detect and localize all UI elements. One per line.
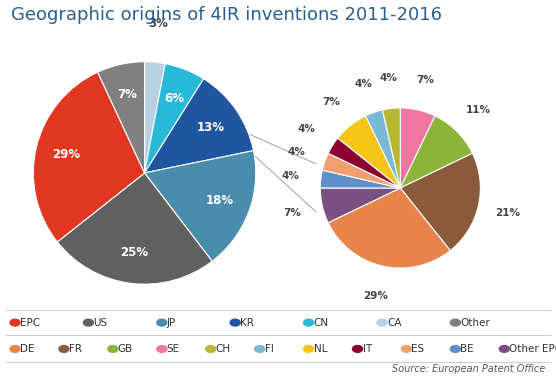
Text: CN: CN (314, 318, 329, 327)
Text: KR: KR (240, 318, 254, 327)
Wedge shape (337, 116, 400, 188)
Wedge shape (400, 116, 473, 188)
Wedge shape (145, 79, 254, 173)
Text: 4%: 4% (287, 147, 305, 156)
Text: 4%: 4% (281, 171, 300, 180)
Wedge shape (320, 170, 400, 188)
Text: JP: JP (167, 318, 176, 327)
Text: 18%: 18% (206, 194, 234, 208)
Text: Other EPC: Other EPC (509, 344, 556, 354)
Wedge shape (400, 153, 480, 250)
Wedge shape (320, 188, 400, 223)
Text: Other: Other (460, 318, 490, 327)
Text: CH: CH (216, 344, 231, 354)
Text: 4%: 4% (298, 124, 316, 134)
Text: 6%: 6% (164, 92, 183, 105)
Text: ES: ES (411, 344, 425, 354)
Text: 4%: 4% (355, 79, 373, 89)
Text: 25%: 25% (121, 246, 148, 259)
Wedge shape (328, 138, 400, 188)
Text: EPC: EPC (20, 318, 40, 327)
Text: 7%: 7% (284, 208, 301, 218)
Text: Source: European Patent Office: Source: European Patent Office (391, 364, 545, 374)
Text: 29%: 29% (363, 291, 388, 301)
Wedge shape (322, 153, 400, 188)
Text: FI: FI (265, 344, 274, 354)
Text: US: US (93, 318, 107, 327)
Text: DE: DE (20, 344, 34, 354)
Text: 7%: 7% (416, 75, 434, 85)
Text: BE: BE (460, 344, 474, 354)
Text: NL: NL (314, 344, 327, 354)
Text: GB: GB (118, 344, 133, 354)
Wedge shape (328, 188, 450, 268)
Text: 7%: 7% (322, 97, 340, 107)
Text: 13%: 13% (196, 121, 224, 134)
Text: SE: SE (167, 344, 180, 354)
Text: CA: CA (387, 318, 401, 327)
Wedge shape (383, 108, 400, 188)
Wedge shape (400, 108, 435, 188)
Wedge shape (145, 62, 165, 173)
Text: 21%: 21% (495, 208, 520, 218)
Wedge shape (98, 62, 145, 173)
Wedge shape (57, 173, 212, 284)
Wedge shape (145, 151, 256, 261)
Wedge shape (366, 110, 400, 188)
Text: 4%: 4% (379, 73, 397, 83)
Text: FR: FR (69, 344, 82, 354)
Text: 3%: 3% (148, 17, 168, 30)
Text: Geographic origins of 4IR inventions 2011-2016: Geographic origins of 4IR inventions 201… (11, 6, 442, 24)
Text: 7%: 7% (117, 88, 137, 101)
Text: 29%: 29% (53, 148, 81, 161)
Text: 11%: 11% (466, 105, 491, 115)
Text: IT: IT (363, 344, 372, 354)
Wedge shape (145, 64, 203, 173)
Wedge shape (33, 72, 145, 242)
